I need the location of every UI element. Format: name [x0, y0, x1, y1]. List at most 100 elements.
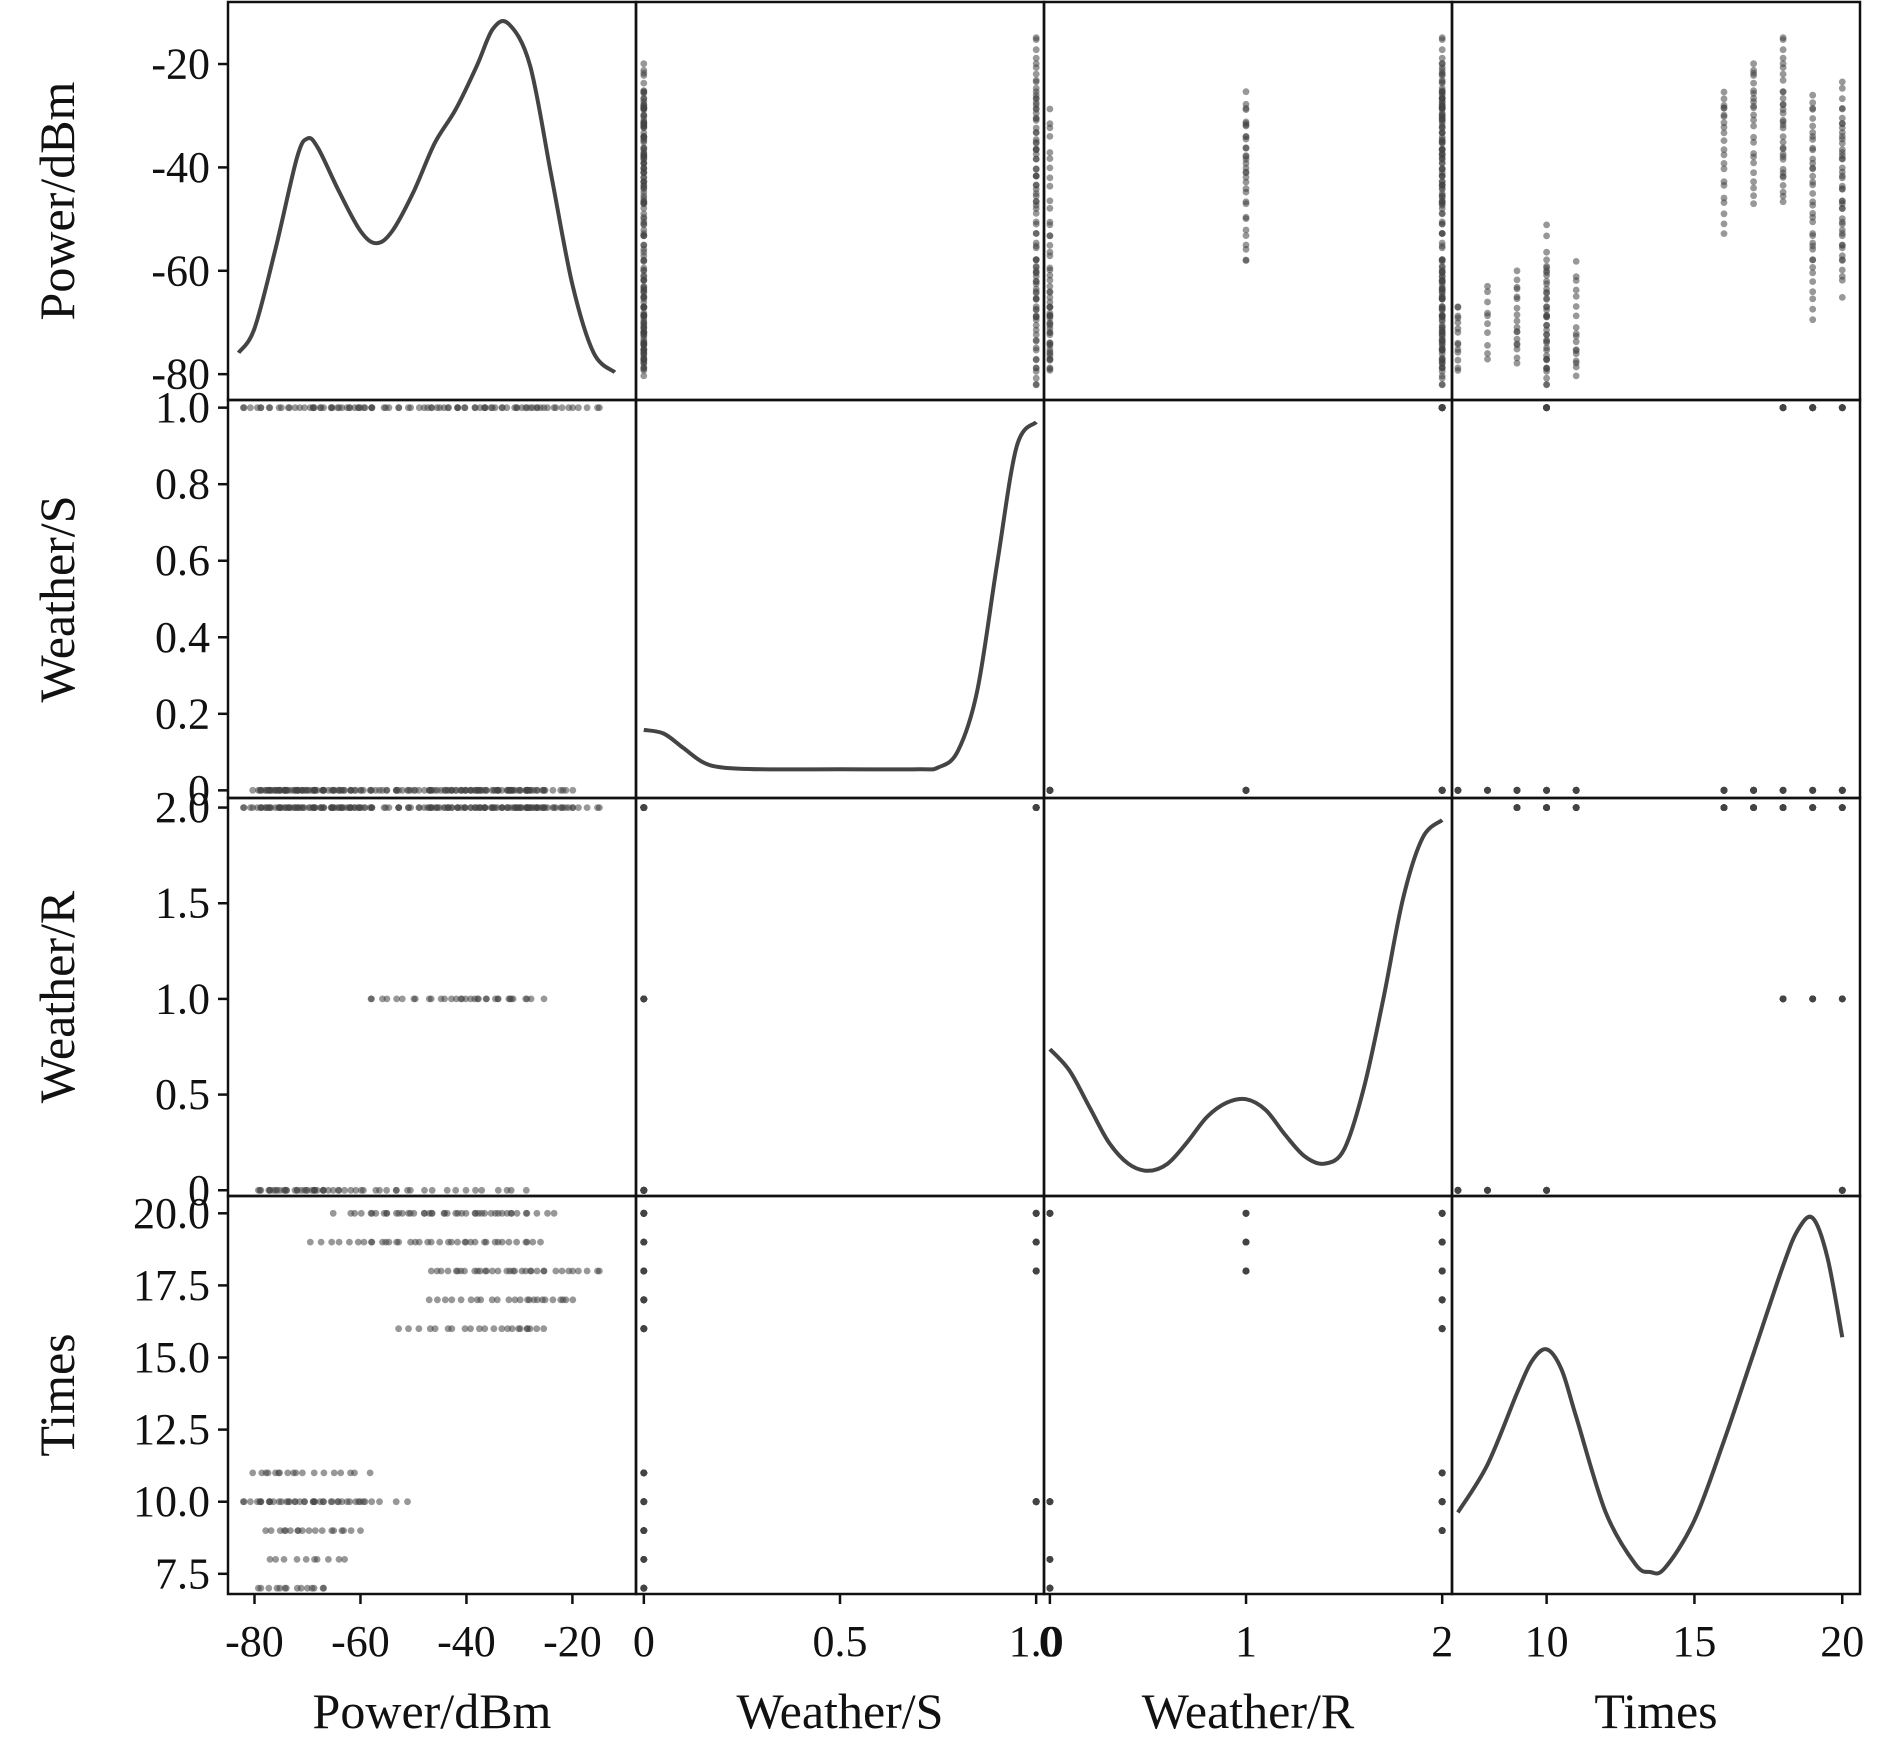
point-power-dbm-vs-weather-r	[360, 804, 368, 811]
point-power-dbm-vs-times	[257, 1584, 265, 1592]
cell-weather-s-vs-times	[1450, 398, 1862, 800]
point-times-vs-power-dbm	[1484, 350, 1491, 357]
point-times-vs-weather-s	[1750, 786, 1757, 794]
point-weather-s-vs-power-dbm	[640, 257, 648, 264]
point-times-vs-power-dbm	[1838, 78, 1846, 86]
point-times-vs-power-dbm	[1750, 184, 1757, 192]
x-axis-label-times: Times	[1594, 1683, 1717, 1739]
point-times-vs-power-dbm	[1720, 160, 1728, 167]
point-power-dbm-vs-weather-r	[329, 1186, 337, 1194]
point-times-vs-power-dbm	[1838, 266, 1846, 274]
point-power-dbm-vs-weather-s	[492, 786, 499, 794]
point-times-vs-power-dbm	[1809, 269, 1817, 277]
point-power-dbm-vs-times	[575, 1267, 582, 1275]
point-power-dbm-vs-weather-s	[458, 786, 466, 794]
point-times-vs-power-dbm	[1720, 230, 1728, 238]
point-weather-r-vs-power-dbm	[1046, 252, 1054, 260]
point-times-vs-power-dbm	[1513, 304, 1521, 312]
point-power-dbm-vs-weather-s	[513, 404, 521, 412]
y-tick-label: 1.0	[155, 383, 210, 432]
point-times-vs-power-dbm	[1779, 133, 1787, 141]
point-weather-r-vs-power-dbm	[1242, 200, 1250, 208]
x-tick-label: -60	[331, 1617, 390, 1666]
point-power-dbm-vs-times	[569, 1267, 577, 1275]
point-weather-s-vs-power-dbm	[1032, 321, 1040, 329]
point-power-dbm-vs-times	[427, 1267, 435, 1275]
point-power-dbm-vs-times	[457, 1296, 465, 1304]
x-axis-label-weather-r: Weather/R	[1142, 1683, 1355, 1739]
point-times-vs-weather-r	[1809, 995, 1817, 1003]
point-weather-r-vs-power-dbm	[1438, 34, 1446, 42]
point-weather-r-vs-power-dbm	[1438, 114, 1446, 122]
point-power-dbm-vs-times	[505, 1296, 513, 1304]
point-weather-r-vs-power-dbm	[1438, 70, 1446, 78]
point-power-dbm-vs-times	[297, 1584, 305, 1592]
point-power-dbm-vs-weather-r	[335, 1186, 342, 1194]
point-times-vs-power-dbm	[1484, 282, 1491, 290]
x-tick-label: -80	[225, 1617, 284, 1666]
point-power-dbm-vs-weather-r	[351, 804, 359, 811]
point-weather-r-vs-power-dbm	[1438, 146, 1446, 154]
y-tick-label: 17.5	[133, 1261, 210, 1310]
matrix-marks	[236, 19, 1846, 1592]
point-times-vs-power-dbm	[1779, 118, 1787, 126]
point-power-dbm-vs-weather-r	[550, 804, 558, 811]
point-times-vs-power-dbm	[1543, 288, 1550, 296]
point-weather-s-vs-power-dbm	[640, 94, 648, 102]
point-weather-r-vs-power-dbm	[1242, 215, 1250, 223]
point-power-dbm-vs-weather-s	[425, 786, 433, 794]
point-power-dbm-vs-weather-s	[533, 404, 541, 412]
point-power-dbm-vs-weather-s	[367, 786, 375, 794]
point-times-vs-power-dbm	[1838, 114, 1846, 122]
point-weather-r-vs-power-dbm	[1438, 256, 1446, 264]
point-times-vs-weather-s	[1838, 404, 1846, 412]
point-power-dbm-vs-weather-r	[467, 995, 475, 1003]
point-power-dbm-vs-weather-s	[452, 786, 460, 794]
point-power-dbm-vs-times	[256, 1498, 264, 1506]
x-tick-label: 1.0	[1009, 1617, 1064, 1666]
point-power-dbm-vs-times	[474, 1267, 481, 1275]
point-power-dbm-vs-times	[270, 1498, 277, 1506]
point-power-dbm-vs-times	[533, 1209, 541, 1217]
point-power-dbm-vs-weather-s	[247, 404, 254, 412]
point-times-vs-power-dbm	[1572, 346, 1580, 354]
point-times-vs-power-dbm	[1838, 95, 1846, 103]
point-times-vs-power-dbm	[1809, 245, 1817, 253]
point-power-dbm-vs-weather-r	[385, 804, 393, 811]
point-times-vs-weather-r	[1513, 804, 1521, 811]
point-times-vs-power-dbm	[1720, 129, 1728, 137]
point-weather-s-vs-power-dbm	[1032, 295, 1040, 303]
point-weather-r-vs-power-dbm	[1438, 139, 1446, 147]
point-power-dbm-vs-weather-r	[249, 804, 257, 811]
point-times-vs-power-dbm	[1720, 137, 1728, 145]
point-weather-s-vs-power-dbm	[640, 105, 648, 113]
point-times-vs-power-dbm	[1572, 286, 1580, 294]
cell-times-vs-weather-s	[634, 1194, 1046, 1596]
point-power-dbm-vs-weather-r	[487, 804, 495, 811]
point-power-dbm-vs-weather-r	[583, 804, 591, 811]
point-weather-r-vs-times	[1438, 1325, 1446, 1333]
point-times-vs-weather-r	[1720, 804, 1728, 811]
point-power-dbm-vs-times	[266, 1556, 274, 1563]
point-times-vs-power-dbm	[1750, 169, 1757, 177]
point-power-dbm-vs-weather-r	[523, 995, 531, 1003]
point-power-dbm-vs-weather-s	[385, 404, 393, 412]
point-power-dbm-vs-weather-s	[317, 404, 325, 412]
point-power-dbm-vs-times	[533, 1267, 541, 1275]
point-times-vs-power-dbm	[1809, 133, 1817, 140]
point-weather-s-vs-power-dbm	[640, 88, 648, 96]
point-times-vs-power-dbm	[1779, 70, 1787, 78]
point-weather-r-vs-power-dbm	[1438, 316, 1446, 324]
point-power-dbm-vs-times	[481, 1325, 489, 1333]
point-weather-s-vs-times	[640, 1325, 648, 1333]
cell-weather-s-vs-power-dbm	[226, 398, 638, 800]
point-power-dbm-vs-times	[383, 1209, 391, 1217]
point-weather-r-vs-power-dbm	[1242, 185, 1250, 193]
point-power-dbm-vs-weather-s	[549, 786, 557, 794]
x-tick-label: 0.5	[813, 1617, 868, 1666]
point-weather-r-vs-power-dbm	[1242, 88, 1250, 96]
point-weather-s-vs-power-dbm	[1032, 70, 1040, 78]
point-weather-s-vs-power-dbm	[1032, 60, 1040, 68]
point-times-vs-power-dbm	[1779, 88, 1787, 96]
point-weather-r-vs-power-dbm	[1046, 272, 1054, 279]
